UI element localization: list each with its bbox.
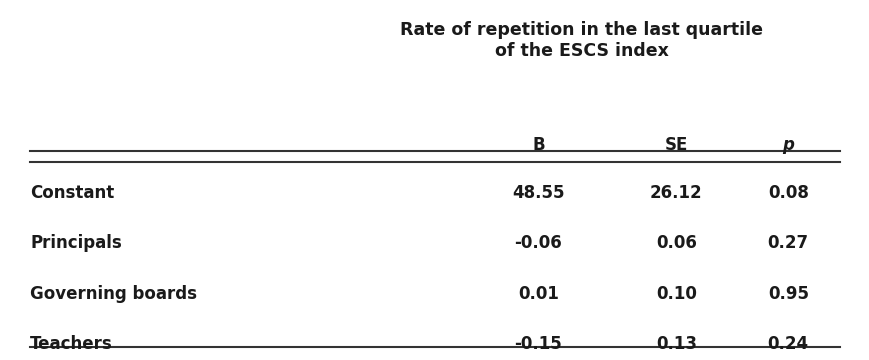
Text: SE: SE xyxy=(664,136,687,154)
Text: p: p xyxy=(781,136,793,154)
Text: 0.10: 0.10 xyxy=(655,284,696,302)
Text: Rate of repetition in the last quartile
of the ESCS index: Rate of repetition in the last quartile … xyxy=(400,22,762,60)
Text: 0.08: 0.08 xyxy=(767,184,808,202)
Text: 0.95: 0.95 xyxy=(767,284,808,302)
Text: 0.06: 0.06 xyxy=(655,234,696,252)
Text: Governing boards: Governing boards xyxy=(30,284,196,302)
Text: Principals: Principals xyxy=(30,234,122,252)
Text: Teachers: Teachers xyxy=(30,335,113,353)
Text: 0.27: 0.27 xyxy=(766,234,808,252)
Text: 0.24: 0.24 xyxy=(766,335,808,353)
Text: 48.55: 48.55 xyxy=(512,184,564,202)
Text: -0.06: -0.06 xyxy=(514,234,561,252)
Text: 0.01: 0.01 xyxy=(517,284,558,302)
Text: -0.15: -0.15 xyxy=(514,335,561,353)
Text: 0.13: 0.13 xyxy=(655,335,696,353)
Text: 26.12: 26.12 xyxy=(649,184,702,202)
Text: B: B xyxy=(532,136,544,154)
Text: Constant: Constant xyxy=(30,184,114,202)
